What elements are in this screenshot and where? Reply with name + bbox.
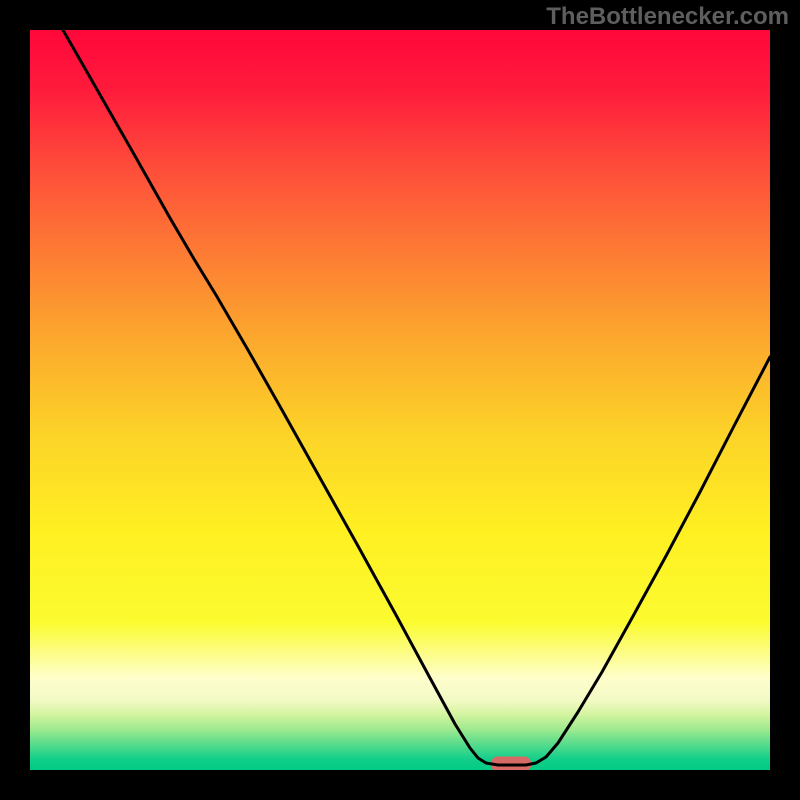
bottleneck-chart: TheBottlenecker.com: [0, 0, 800, 800]
frame-right: [770, 0, 800, 800]
watermark-label: TheBottlenecker.com: [546, 3, 789, 30]
plot-area: [30, 30, 770, 770]
frame-bottom: [0, 770, 800, 800]
frame-left: [0, 0, 30, 800]
